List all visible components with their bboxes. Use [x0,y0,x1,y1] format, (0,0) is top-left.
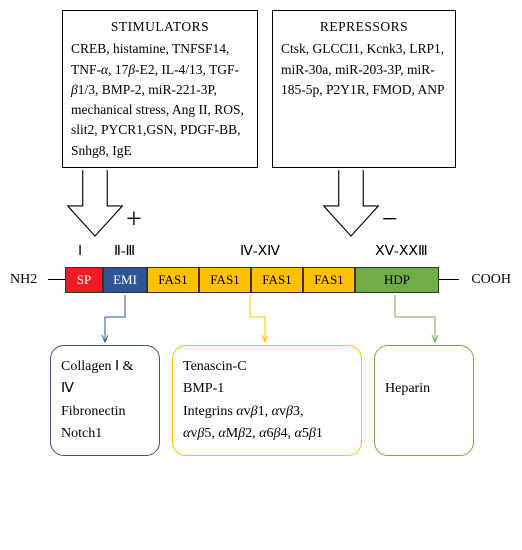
repressors-box: REPRESSORS Ctsk, GLCCI1, Kcnk3, LRP1, mi… [272,10,456,168]
minus-sign: − [382,204,398,279]
fas-binding-body: Tenascin-CBMP-1Integrins αvβ1, αvβ3,αvβ5… [183,356,351,446]
connector-hdp [395,295,435,341]
cooh-label: COOH [459,272,511,288]
repressors-title: REPRESSORS [281,17,447,37]
hdp-binding-box: Heparin [374,345,474,457]
bottom-boxes: Collagen Ⅰ & ⅣFibronectinNotch1 Tenascin… [50,345,512,457]
domain-row: NH2 SPEMIFAS1FAS1FAS1FAS1HDP COOH [10,265,512,295]
exon-labels: Ⅰ Ⅱ-Ⅲ Ⅳ-ⅩⅣ ⅩⅤ-ⅩⅩⅢ [10,243,512,263]
connector-area [50,295,490,345]
stimulators-title: STIMULATORS [71,17,249,37]
stimulators-body: CREB, histamine, TNFSF14, TNF-α, 17β-E2,… [71,39,249,161]
emi-binding-body: Collagen Ⅰ & ⅣFibronectinNotch1 [61,356,149,446]
fas-binding-box: Tenascin-CBMP-1Integrins αvβ1, αvβ3,αvβ5… [172,345,362,457]
domain-fas1: FAS1 [303,267,355,293]
arrow-row: + − [62,168,512,243]
line-right [439,279,459,280]
plus-arrow [62,168,128,241]
domain-fas1: FAS1 [199,267,251,293]
emi-binding-box: Collagen Ⅰ & ⅣFibronectinNotch1 [50,345,160,457]
line-left [48,279,65,280]
domain-fas1: FAS1 [251,267,303,293]
repressors-body: Ctsk, GLCCI1, Kcnk3, LRP1, miR-30a, miR-… [281,39,447,100]
hdp-binding-body: Heparin [385,356,463,423]
exon-4-14: Ⅳ-ⅩⅣ [240,243,280,260]
top-boxes: STIMULATORS CREB, histamine, TNFSF14, TN… [62,10,512,168]
nh2-label: NH2 [10,272,48,288]
plus-sign: + [126,204,142,279]
connector-fas [250,295,265,341]
domain-fas1: FAS1 [147,267,199,293]
connector-emi [105,295,125,341]
exon-1: Ⅰ [78,243,82,260]
minus-arrow [318,168,384,241]
domain-sp: SP [65,267,103,293]
exon-15-23: ⅩⅤ-ⅩⅩⅢ [375,243,428,260]
exon-2-3: Ⅱ-Ⅲ [114,243,135,260]
stimulators-box: STIMULATORS CREB, histamine, TNFSF14, TN… [62,10,258,168]
